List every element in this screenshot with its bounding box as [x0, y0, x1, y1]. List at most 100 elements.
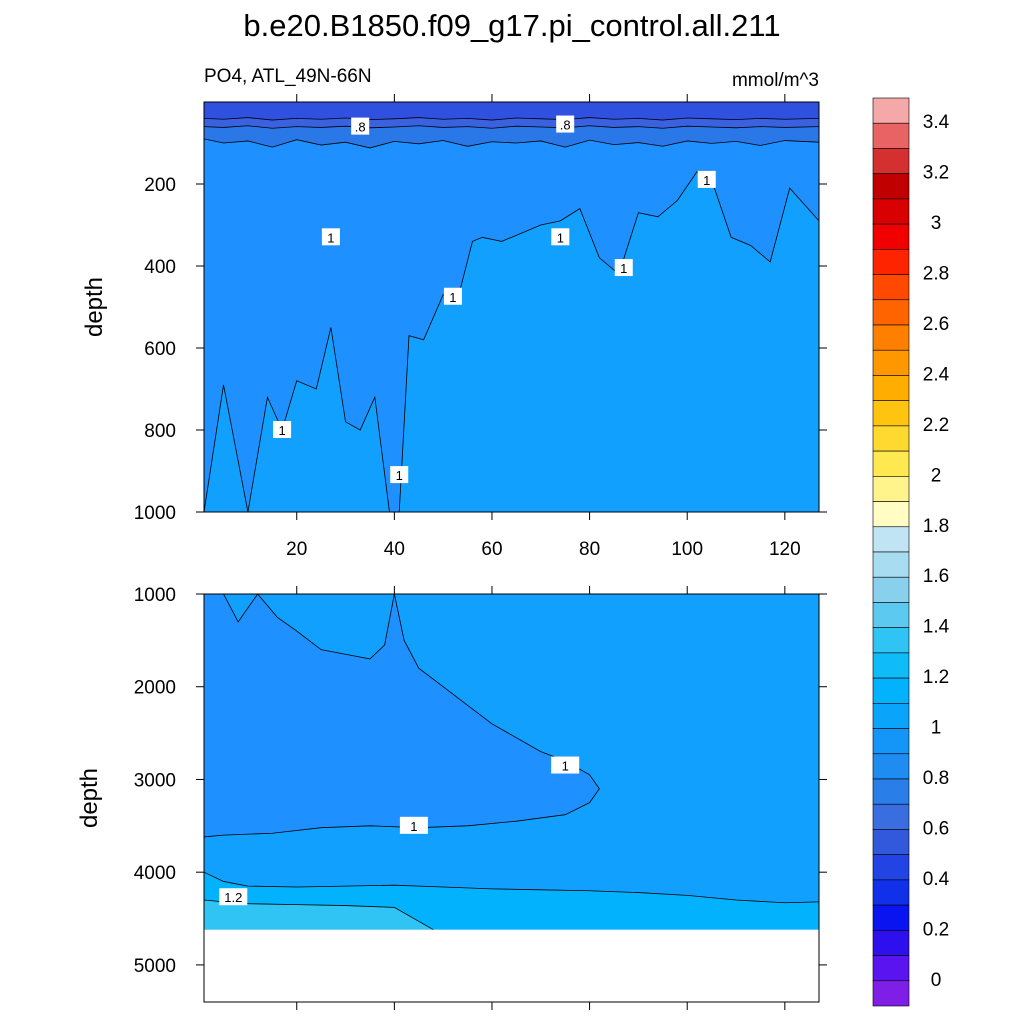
lower-y-tick-label: 4000: [134, 863, 176, 884]
colorbar-level-label: 3: [931, 213, 942, 234]
upper-contour-label-box: [551, 228, 570, 246]
lower-contour-label-box: [551, 756, 580, 774]
upper-contour-line-0.6: [203, 117, 820, 121]
colorbar-swatch: [872, 904, 910, 931]
upper-contour-label: 1: [278, 423, 285, 438]
upper-y-tick-label: 1000: [134, 503, 176, 524]
colorbar-level-label: 1.4: [923, 617, 950, 638]
upper-x-tick-label: 20: [286, 539, 307, 560]
colorbar-swatch: [872, 980, 910, 1007]
upper-contour-label-box: [321, 228, 340, 246]
upper-contour-label-box: [443, 287, 462, 305]
upper-x-tick-label: 120: [769, 539, 801, 560]
colorbar-level-label: 0.4: [923, 869, 950, 890]
colorbar-swatch: [872, 476, 910, 502]
lower-contour-label: 1.2: [224, 890, 242, 905]
colorbar-swatch: [872, 728, 910, 755]
colorbar-swatch: [872, 955, 910, 982]
upper-x-tick-label: 100: [671, 539, 703, 560]
upper-y-tick-label: 800: [144, 421, 176, 442]
lower-fill-level-1.2: [204, 900, 434, 930]
colorbar-swatch: [872, 122, 910, 149]
lower-y-tick-label: 3000: [134, 770, 176, 791]
colorbar-level-label: 0.2: [923, 919, 949, 940]
colorbar-swatch: [872, 375, 910, 401]
upper-contour-label: .8: [355, 120, 366, 135]
colorbar-level-label: 1: [931, 718, 942, 739]
colorbar-level-label: 2.4: [923, 364, 950, 385]
colorbar-level-label: 2: [931, 465, 942, 486]
upper-depth-axis-label: depth: [81, 277, 108, 337]
colorbar-swatch: [872, 879, 910, 906]
upper-x-tick-label: 80: [579, 539, 600, 560]
colorbar: 0 0.2 0.4 0.6 0.8 1 1.2 1.4 1.6 1.8 2 2.2 2.4 2.6 2.8 3…: [872, 97, 950, 1007]
upper-y-tick-label: 200: [144, 175, 176, 196]
colorbar-swatch: [872, 324, 910, 351]
colorbar-level-label: 0.6: [923, 818, 949, 839]
lower-contour-label-box: [219, 888, 248, 906]
colorbar-swatch: [872, 677, 910, 704]
colorbar-swatch: [872, 526, 910, 553]
chart-title: b.e20.B1850.f09_g17.pi_control.all.211: [243, 8, 780, 43]
upper-contour-line-0.7: [203, 125, 820, 129]
colorbar-swatch: [872, 551, 910, 578]
lower-y-tick-label: 5000: [134, 956, 176, 977]
colorbar-swatch: [872, 829, 910, 855]
colorbar-swatch: [872, 148, 910, 174]
upper-contour-label: .8: [560, 118, 571, 133]
upper-contour-label: 1: [620, 261, 627, 276]
colorbar-swatch: [872, 198, 910, 225]
colorbar-swatch: [872, 652, 910, 679]
colorbar-swatch: [872, 400, 910, 427]
lower-contour-line-1.1: [203, 871, 820, 904]
colorbar-swatch: [872, 803, 910, 830]
upper-y-tick-label: 400: [144, 257, 176, 278]
colorbar-swatch: [872, 854, 910, 881]
colorbar-swatch: [872, 349, 910, 376]
upper-fill-surface-band: [204, 102, 819, 121]
upper-y-tick-label: 600: [144, 339, 176, 360]
upper-x-tick-label: 60: [481, 539, 502, 560]
colorbar-swatch: [872, 602, 910, 628]
lower-y-tick-label: 2000: [134, 678, 176, 699]
upper-contour-label-box: [351, 117, 370, 135]
upper-contour-line-0.8: [203, 138, 820, 149]
colorbar-level-label: 0: [931, 970, 942, 991]
upper-contour-label: 1: [449, 290, 456, 305]
lower-y-tick-label: 1000: [134, 585, 176, 606]
colorbar-swatch: [872, 753, 910, 780]
colorbar-swatch: [872, 627, 910, 654]
lower-frame: [203, 593, 820, 1003]
lower-contour-label: 1: [410, 819, 417, 834]
upper-contour-label-box: [390, 466, 409, 484]
upper-contour-label: 1: [557, 230, 564, 245]
variable-label: PO4, ATL_49N-66N: [204, 66, 372, 87]
colorbar-level-label: 1.6: [923, 566, 949, 587]
colorbar-level-label: 2.8: [923, 264, 949, 285]
lower-contour-label: 1: [562, 759, 569, 774]
upper-contour-label: 1: [327, 230, 334, 245]
lower-panel: 1 1 1.2 1000 2000 3000 4000 5000: [134, 585, 827, 1010]
colorbar-swatch: [872, 930, 910, 956]
colorbar-level-label: 0.8: [923, 768, 949, 789]
colorbar-level-label: 2.2: [923, 415, 949, 436]
colorbar-level-label: 1.8: [923, 516, 949, 537]
colorbar-swatch: [872, 501, 910, 528]
lower-depth-axis-label: depth: [76, 768, 103, 828]
colorbar-swatch: [872, 778, 910, 805]
colorbar-level-label: 3.2: [923, 163, 949, 184]
colorbar-swatch: [872, 274, 910, 301]
colorbar-swatch: [872, 576, 910, 603]
lower-fill-plume: [204, 594, 600, 837]
upper-frame: [203, 101, 820, 513]
colorbar-swatch: [872, 450, 910, 477]
upper-contour-label-box: [697, 170, 716, 188]
colorbar-swatch: [872, 249, 910, 275]
lower-ocean-floor-mask: [204, 929, 819, 1002]
colorbar-level-label: 1.2: [923, 667, 949, 688]
colorbar-level-label: 2.6: [923, 314, 949, 335]
upper-x-tick-label: 40: [384, 539, 405, 560]
units-label: mmol/m^3: [732, 70, 819, 91]
